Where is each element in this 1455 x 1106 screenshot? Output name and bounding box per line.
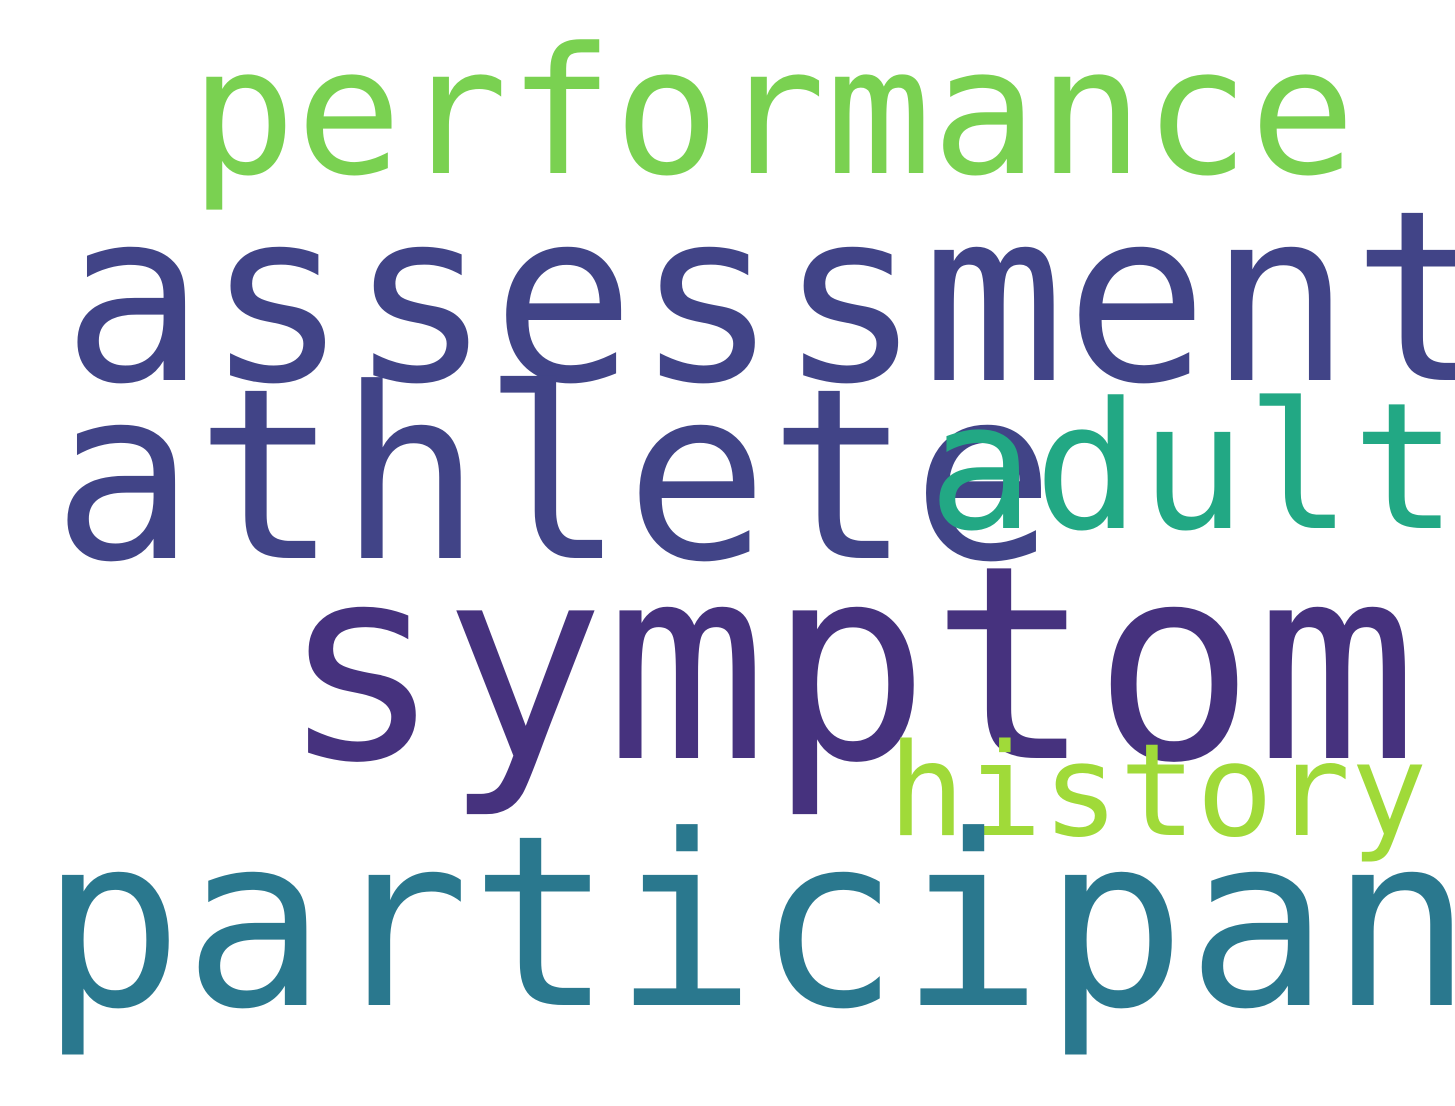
word-adult: adult xyxy=(928,365,1455,570)
word-athlete: athlete xyxy=(52,338,1056,615)
word-participant: participant xyxy=(40,785,1455,1062)
word-history: history xyxy=(888,717,1428,866)
word-assessment: assessment xyxy=(62,160,1455,437)
word-performance: performance xyxy=(190,10,1356,215)
word-symptom: symptom xyxy=(280,507,1418,822)
